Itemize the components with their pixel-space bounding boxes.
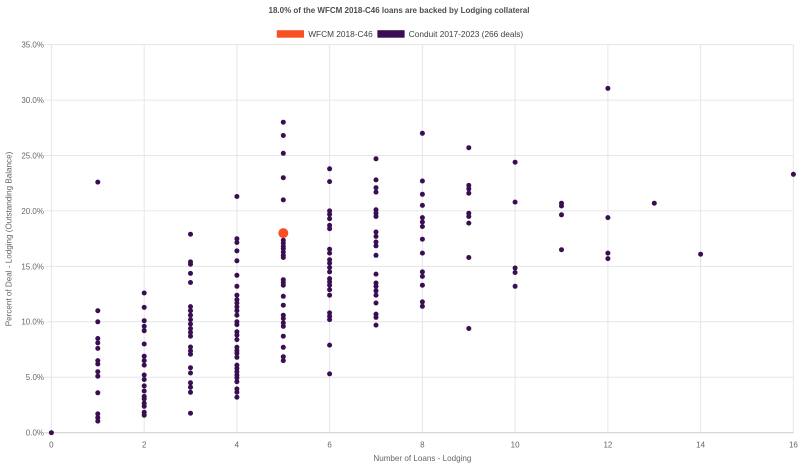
svg-text:5.0%: 5.0%: [26, 373, 44, 382]
svg-text:0.0%: 0.0%: [26, 429, 44, 438]
svg-text:10.0%: 10.0%: [21, 318, 44, 327]
svg-text:6: 6: [327, 440, 332, 449]
svg-text:30.0%: 30.0%: [21, 96, 44, 105]
svg-text:20.0%: 20.0%: [21, 207, 44, 216]
svg-text:Number of Loans - Lodging: Number of Loans - Lodging: [373, 454, 471, 463]
svg-text:12: 12: [603, 440, 612, 449]
svg-text:8: 8: [420, 440, 425, 449]
svg-text:18.0% of the WFCM 2018-C46 loa: 18.0% of the WFCM 2018-C46 loans are bac…: [269, 6, 530, 15]
svg-text:10: 10: [511, 440, 520, 449]
svg-text:Percent of Deal - Lodging (Out: Percent of Deal - Lodging (Outstanding B…: [5, 151, 14, 326]
svg-text:4: 4: [235, 440, 240, 449]
svg-text:Conduit 2017-2023 (266 deals): Conduit 2017-2023 (266 deals): [409, 29, 524, 39]
svg-text:25.0%: 25.0%: [21, 151, 44, 160]
svg-text:14: 14: [696, 440, 705, 449]
svg-text:0: 0: [49, 440, 54, 449]
svg-text:2: 2: [142, 440, 147, 449]
svg-text:35.0%: 35.0%: [21, 41, 44, 50]
svg-text:15.0%: 15.0%: [21, 262, 44, 271]
svg-text:WFCM 2018-C46: WFCM 2018-C46: [308, 29, 373, 39]
svg-text:16: 16: [789, 440, 798, 449]
